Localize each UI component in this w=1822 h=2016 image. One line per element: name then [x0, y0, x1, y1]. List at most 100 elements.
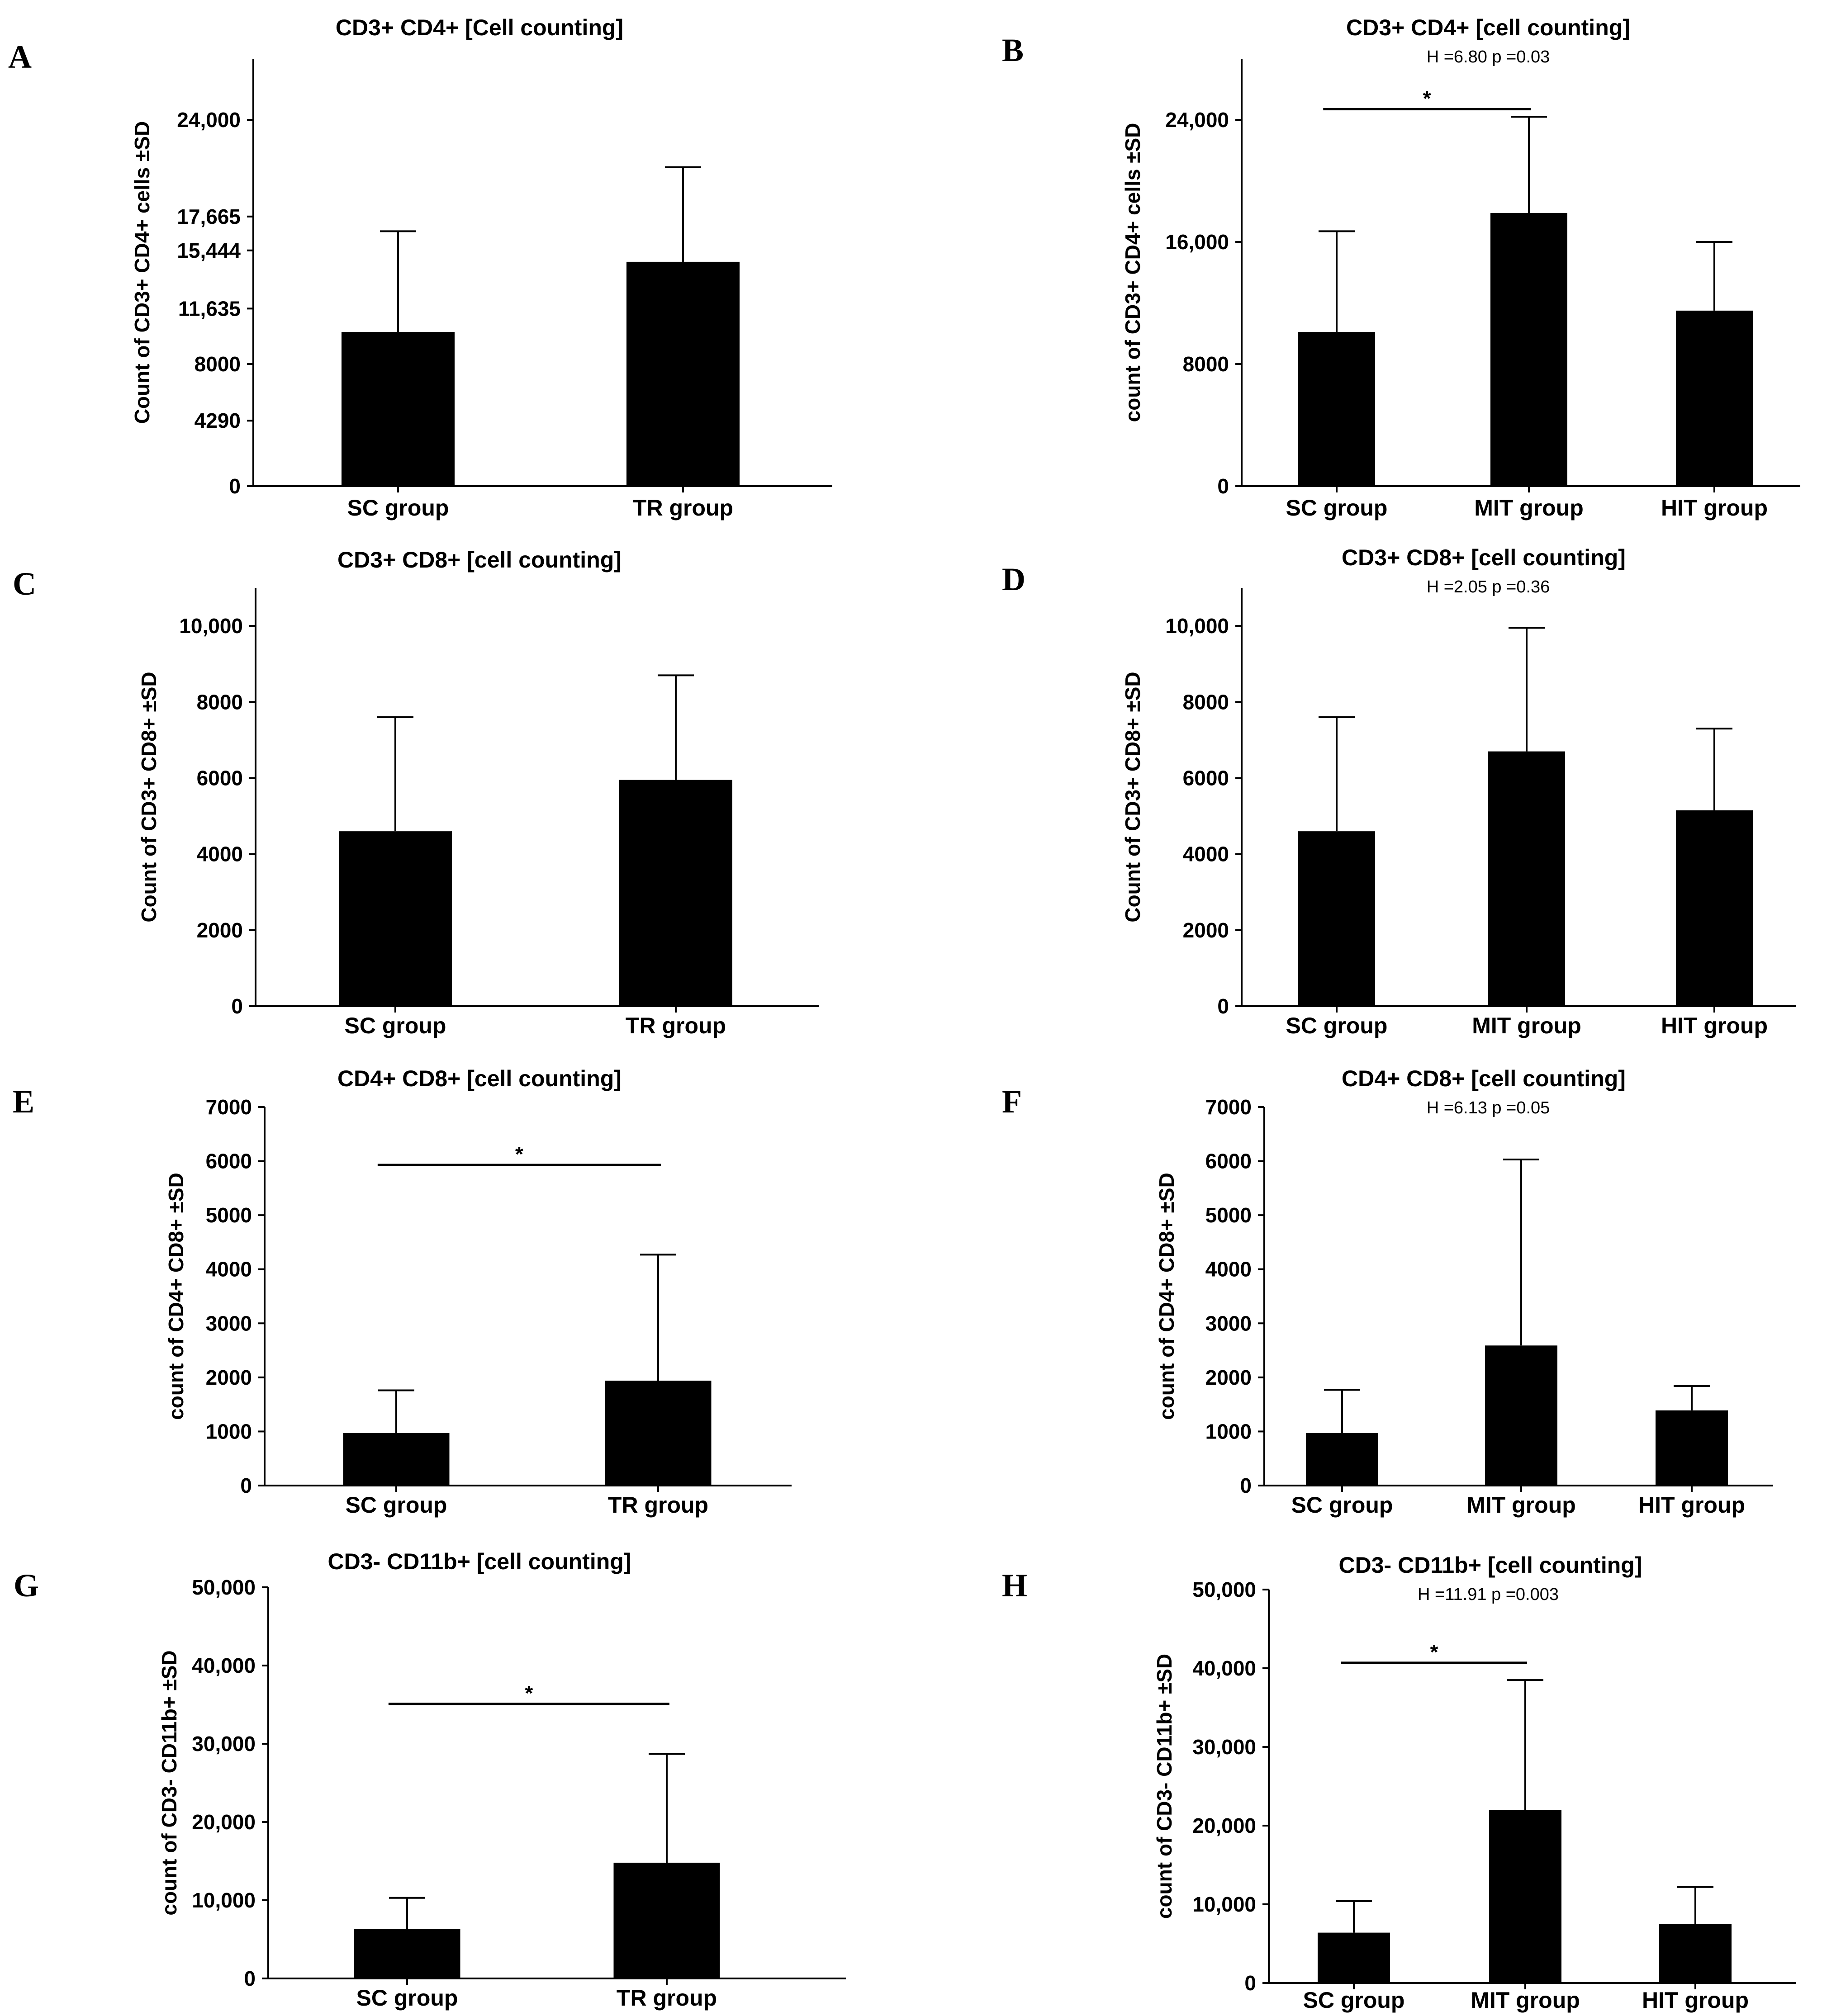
category-label-e-1: SC group	[346, 1492, 447, 1518]
category-label-h-1: SC group	[1303, 1988, 1405, 2013]
category-label-h-3: HIT group	[1642, 1988, 1749, 2013]
bar-b-2	[1490, 213, 1567, 486]
y-tick-label-f: 3000	[1205, 1311, 1252, 1335]
y-tick-label-h: 0	[1244, 1971, 1256, 1995]
chart-title-g: CD3- CD11b+ [cell counting]	[328, 1549, 631, 1574]
y-tick-label-g: 20,000	[192, 1810, 256, 1834]
panel-letter-g: G	[14, 1567, 39, 1604]
y-tick-label-f: 1000	[1205, 1420, 1252, 1443]
bar-h-1	[1318, 1932, 1390, 1983]
bar-b-3	[1676, 310, 1753, 486]
y-tick-label-d: 8000	[1183, 690, 1229, 714]
y-tick-label-f: 5000	[1205, 1203, 1252, 1227]
y-tick-label-d: 4000	[1183, 842, 1229, 866]
bar-g-1	[354, 1929, 460, 1978]
y-tick-label-g: 10,000	[192, 1888, 256, 1912]
y-tick-label-f: 6000	[1205, 1150, 1252, 1173]
panel-letter-b: B	[1002, 32, 1024, 68]
y-tick-label-e: 6000	[206, 1150, 252, 1173]
bar-f-1	[1306, 1433, 1378, 1486]
y-tick-label-f: 4000	[1205, 1258, 1252, 1281]
category-label-e-2: TR group	[608, 1492, 708, 1518]
y-tick-label-c: 6000	[197, 766, 243, 790]
bar-e-1	[343, 1433, 450, 1486]
y-tick-label-b: 0	[1217, 474, 1229, 498]
category-label-c-1: SC group	[345, 1013, 446, 1038]
category-label-d-2: MIT group	[1472, 1013, 1581, 1038]
bar-d-2	[1488, 751, 1565, 1006]
bar-a-1	[342, 332, 455, 486]
category-label-b-1: SC group	[1286, 495, 1388, 521]
y-tick-label-b: 16,000	[1165, 230, 1229, 254]
category-label-a-1: SC group	[347, 495, 449, 521]
y-tick-label-b: 24,000	[1165, 108, 1229, 132]
y-tick-label-c: 0	[231, 994, 243, 1018]
chart-title-e: CD4+ CD8+ [cell counting]	[337, 1066, 622, 1091]
stat-text-f: H =6.13 p =0.05	[1427, 1098, 1550, 1117]
panel-letter-f: F	[1002, 1084, 1022, 1120]
panel-letter-a: A	[8, 39, 32, 75]
bar-f-2	[1485, 1345, 1557, 1486]
bar-c-1	[339, 831, 452, 1006]
category-label-f-3: HIT group	[1638, 1492, 1745, 1518]
y-tick-label-h: 30,000	[1192, 1735, 1256, 1759]
bar-f-3	[1656, 1410, 1728, 1486]
chart-title-f: CD4+ CD8+ [cell counting]	[1342, 1066, 1626, 1091]
y-tick-label-e: 7000	[206, 1095, 252, 1119]
y-tick-label-c: 2000	[197, 918, 243, 942]
y-tick-label-a: 4290	[195, 409, 241, 432]
significance-star-b: *	[1423, 86, 1431, 110]
significance-star-e: *	[515, 1142, 523, 1166]
y-axis-label-e: count of CD4+ CD8+ ±SD	[164, 1173, 188, 1420]
y-axis-label-d: Count of CD3+ CD8+ ±SD	[1121, 672, 1144, 922]
y-tick-label-e: 5000	[206, 1203, 252, 1227]
y-tick-label-f: 0	[1240, 1474, 1252, 1497]
y-tick-label-g: 50,000	[192, 1576, 256, 1599]
y-tick-label-f: 7000	[1205, 1095, 1252, 1119]
y-tick-label-h: 40,000	[1192, 1656, 1256, 1680]
y-tick-label-g: 0	[244, 1967, 256, 1990]
y-tick-label-a: 15,444	[177, 239, 241, 262]
category-label-a-2: TR group	[633, 495, 733, 521]
panel-letter-e: E	[13, 1084, 34, 1120]
y-axis-label-a: Count of CD3+ CD4+ cells ±SD	[130, 121, 154, 424]
stat-text-h: H =11.91 p =0.003	[1418, 1585, 1559, 1604]
y-tick-label-a: 0	[229, 474, 241, 498]
chart-title-c: CD3+ CD8+ [cell counting]	[337, 547, 622, 573]
panel-letter-h: H	[1002, 1567, 1027, 1604]
y-tick-label-b: 8000	[1183, 352, 1229, 376]
category-label-d-1: SC group	[1286, 1013, 1388, 1038]
significance-star-h: *	[1430, 1640, 1438, 1664]
bar-d-3	[1676, 810, 1753, 1006]
y-axis-label-h: count of CD3- CD11b+ ±SD	[1153, 1654, 1176, 1919]
y-tick-label-d: 2000	[1183, 918, 1229, 942]
y-tick-label-e: 2000	[206, 1366, 252, 1389]
y-tick-label-c: 10,000	[179, 614, 243, 638]
chart-title-d: CD3+ CD8+ [cell counting]	[1342, 545, 1626, 570]
y-tick-label-c: 8000	[197, 690, 243, 714]
y-tick-label-g: 30,000	[192, 1732, 256, 1756]
y-tick-label-h: 10,000	[1192, 1893, 1256, 1916]
bar-e-2	[605, 1381, 712, 1486]
bar-g-2	[613, 1862, 720, 1978]
bar-h-2	[1489, 1810, 1561, 1983]
category-label-g-2: TR group	[617, 1985, 717, 2011]
bar-c-2	[619, 780, 732, 1006]
category-label-d-3: HIT group	[1661, 1013, 1768, 1038]
y-axis-label-g: count of CD3- CD11b+ ±SD	[157, 1650, 181, 1915]
y-tick-label-g: 40,000	[192, 1654, 256, 1677]
category-label-f-2: MIT group	[1466, 1492, 1576, 1518]
category-label-b-2: MIT group	[1474, 495, 1584, 521]
y-tick-label-a: 11,635	[178, 297, 241, 320]
chart-title-h: CD3- CD11b+ [cell counting]	[1339, 1552, 1642, 1578]
y-axis-label-f: count of CD4+ CD8+ ±SD	[1155, 1173, 1178, 1420]
y-tick-label-c: 4000	[197, 842, 243, 866]
y-tick-label-d: 10,000	[1165, 614, 1229, 638]
stat-text-d: H =2.05 p =0.36	[1427, 577, 1550, 596]
bar-b-1	[1298, 332, 1375, 486]
category-label-c-2: TR group	[626, 1013, 726, 1038]
y-tick-label-h: 50,000	[1192, 1578, 1256, 1601]
chart-title-b: CD3+ CD4+ [cell counting]	[1346, 15, 1630, 40]
y-tick-label-e: 0	[240, 1474, 252, 1497]
